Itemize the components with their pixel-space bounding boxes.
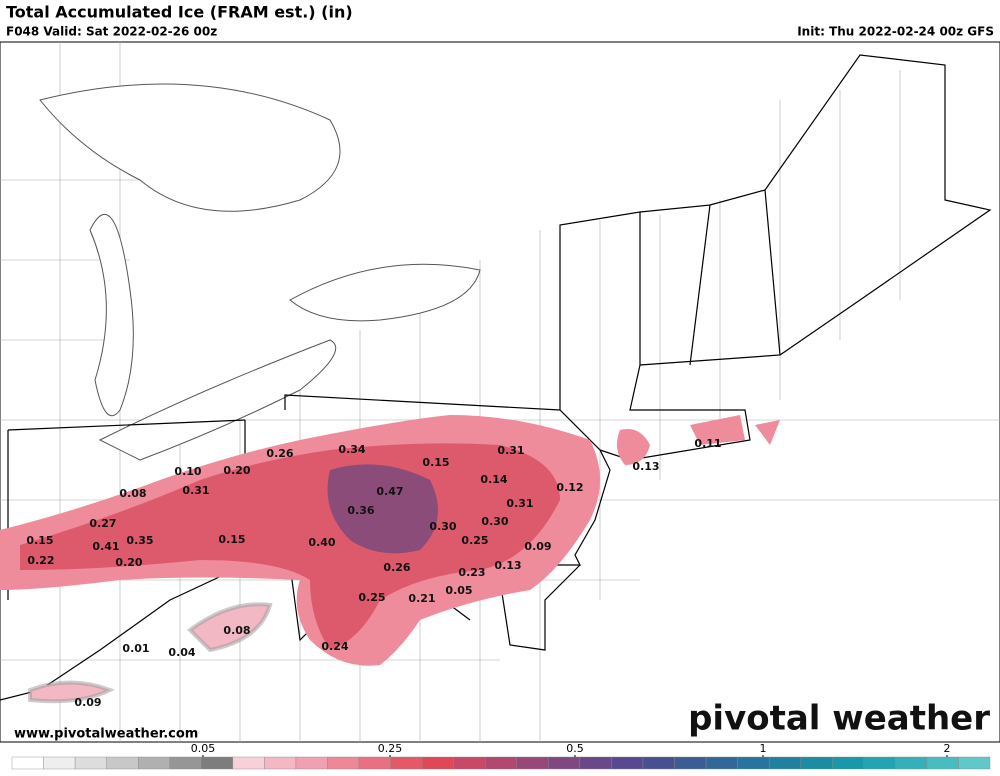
colorbar-swatch: [327, 756, 360, 770]
ice-label: 0.30: [481, 515, 508, 528]
ice-label: 0.08: [119, 487, 146, 500]
colorbar-swatch: [800, 756, 833, 770]
colorbar-swatch: [201, 756, 234, 770]
colorbar-swatch: [705, 756, 738, 770]
valid-time: F048 Valid: Sat 2022-02-26 00z: [6, 25, 217, 39]
website: www.pivotalweather.com: [14, 727, 198, 742]
colorbar-swatch: [579, 756, 612, 770]
colorbar-swatch: [453, 756, 486, 770]
colorbar-swatch: [43, 756, 76, 770]
colorbar-swatch: [611, 756, 644, 770]
ice-label: 0.13: [494, 559, 521, 572]
colorbar-swatch: [895, 756, 928, 770]
ice-label: 0.40: [308, 536, 335, 549]
ice-label: 0.24: [321, 640, 348, 653]
ice-label: 0.04: [168, 646, 195, 659]
title: Total Accumulated Ice (FRAM est.) (in): [6, 3, 353, 22]
lake-huron: [39, 83, 341, 212]
ice-label: 0.15: [26, 534, 53, 547]
colorbar-swatch: [832, 756, 865, 770]
colorbar-swatch: [137, 756, 170, 770]
colorbar-swatch: [737, 756, 770, 770]
colorbar-swatch: [264, 756, 297, 770]
ice-label: 0.26: [266, 447, 293, 460]
ice-label: 0.05: [445, 584, 472, 597]
ice-label: 0.20: [115, 556, 142, 569]
ice-label: 0.30: [429, 520, 456, 533]
ice-label: 0.31: [497, 444, 524, 457]
ice-label: 0.21: [408, 592, 435, 605]
ice-label: 0.13: [632, 460, 659, 473]
ice-label: 0.36: [347, 504, 374, 517]
ice-label: 0.14: [480, 473, 507, 486]
ice-label: 0.01: [122, 642, 149, 655]
init-time: Init: Thu 2022-02-24 00z GFS: [797, 25, 994, 39]
ice-label: 0.12: [556, 481, 583, 494]
colorbar-swatch: [863, 756, 896, 770]
colorbar-swatch: [295, 756, 328, 770]
colorbar-swatch: [516, 756, 549, 770]
colorbar-swatch: [674, 756, 707, 770]
colorbar-swatch: [768, 756, 801, 770]
colorbar-swatch: [106, 756, 139, 770]
lake-michigan: [89, 213, 134, 417]
colorbar-swatch: [958, 756, 991, 770]
colorbar-tick-label: 0.05: [191, 742, 216, 755]
colorbar-tick-label: 0.5: [566, 742, 584, 755]
colorbar-swatch: [11, 756, 44, 770]
ice-label: 0.26: [383, 561, 410, 574]
colorbar-swatch: [642, 756, 675, 770]
ice-label: 0.35: [126, 534, 153, 547]
ice-label: 0.25: [358, 591, 385, 604]
colorbar-swatch: [548, 756, 581, 770]
lake-ontario: [289, 263, 481, 322]
ice-label: 0.22: [27, 554, 54, 567]
map: [0, 41, 1000, 743]
ice-label: 0.11: [694, 437, 721, 450]
colorbar-swatch: [485, 756, 517, 770]
colorbar-swatch: [390, 756, 423, 770]
ice-label: 0.09: [74, 696, 101, 709]
brand-watermark: pivotal weather: [688, 699, 990, 739]
ice-label: 0.34: [338, 443, 365, 456]
ice-label: 0.10: [174, 465, 201, 478]
ice-accumulation: [0, 415, 780, 704]
ice-label: 0.08: [223, 624, 250, 637]
ice-label: 0.47: [376, 485, 403, 498]
ice-label: 0.31: [506, 497, 533, 510]
ice-label: 0.25: [461, 534, 488, 547]
colorbar-swatch: [74, 756, 107, 770]
colorbar-swatch: [926, 756, 959, 770]
colorbar-swatch: [358, 756, 391, 770]
ice-label: 0.23: [458, 566, 485, 579]
ice-label: 0.27: [89, 517, 116, 530]
ice-label: 0.20: [223, 464, 250, 477]
ice-label: 0.15: [422, 456, 449, 469]
colorbar-tick-label: 1: [760, 742, 767, 755]
colorbar-swatch: [421, 756, 454, 770]
ice-label: 0.41: [92, 540, 119, 553]
colorbar-swatch: [169, 756, 202, 770]
ice-label: 0.31: [182, 484, 209, 497]
colorbar-tick-label: 0.25: [378, 742, 403, 755]
colorbar-tick-label: 2: [944, 742, 951, 755]
ice-label: 0.15: [218, 533, 245, 546]
colorbar-swatch: [232, 756, 265, 770]
lake-erie: [98, 339, 337, 461]
ice-label: 0.09: [524, 540, 551, 553]
